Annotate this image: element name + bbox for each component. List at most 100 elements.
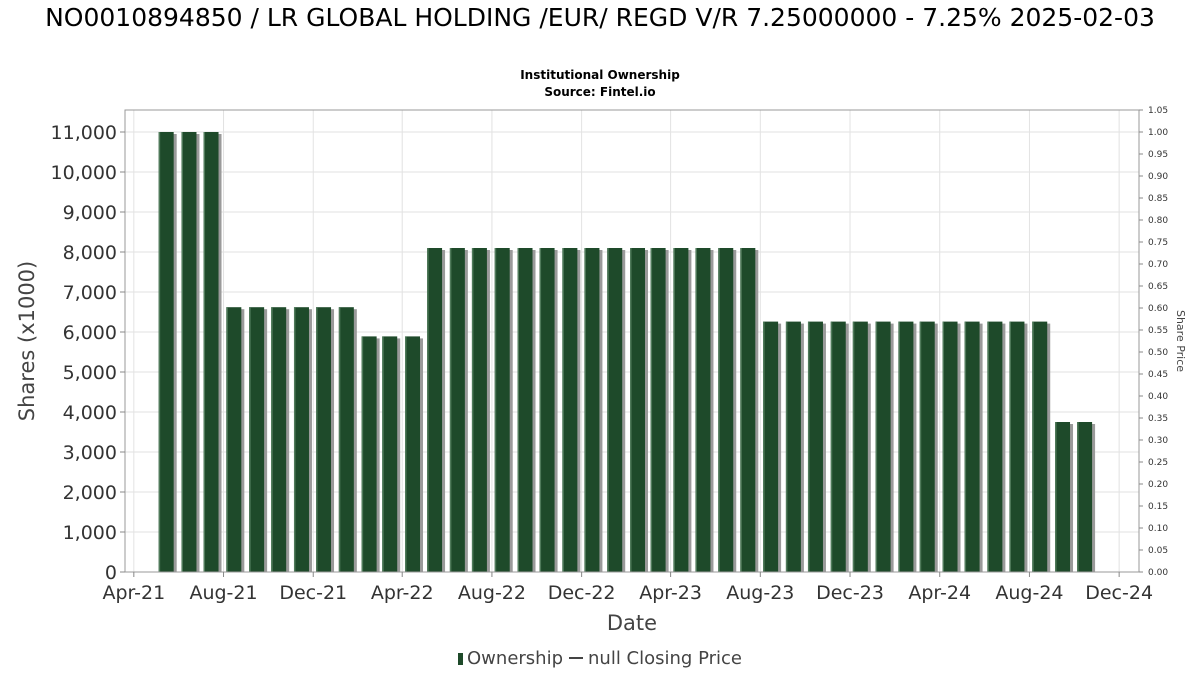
bar-highlight <box>316 307 318 572</box>
x-tick-label: Dec-21 <box>279 582 347 604</box>
y-axis: 0 1,000 2,000 3,000 4,000 5,000 6,000 7,000 8,00… <box>51 122 125 584</box>
ownership-bar <box>942 321 958 572</box>
y2-tick-label: 0.85 <box>1148 194 1168 204</box>
ownership-bar <box>203 132 219 572</box>
bar-highlight <box>293 307 296 572</box>
y2-tick-label: 0.25 <box>1148 458 1168 468</box>
ownership-bar <box>607 248 623 572</box>
y-tick-label: 10,000 <box>51 162 117 184</box>
legend-ownership-label: Ownership <box>467 648 564 669</box>
bar-highlight <box>584 248 586 572</box>
ownership-bar <box>1055 422 1071 572</box>
chart-source: Source: Fintel.io <box>544 85 656 99</box>
ownership-bar <box>695 248 711 572</box>
x-tick-label: Aug-21 <box>189 582 257 604</box>
ownership-bar <box>226 307 242 572</box>
bar-highlight <box>987 321 989 572</box>
legend-closing-price-label: null Closing Price <box>588 648 742 669</box>
ownership-bar <box>673 248 689 572</box>
bar-highlight <box>830 321 833 572</box>
y2-tick-label: 0.20 <box>1148 480 1168 490</box>
y2-tick-label: 1.00 <box>1148 128 1168 138</box>
ownership-bar <box>249 307 265 572</box>
y2-tick-label: 0.70 <box>1148 260 1168 270</box>
bar-highlight <box>673 248 675 572</box>
y2-tick-label: 0.05 <box>1148 546 1168 556</box>
plot-area-frame <box>124 109 1140 573</box>
x-tick-label: Dec-23 <box>816 582 884 604</box>
chart-subtitle: Institutional Ownership <box>520 68 680 82</box>
ownership-bar <box>785 321 801 572</box>
bar-highlight <box>539 248 542 572</box>
ownership-bar <box>919 321 935 572</box>
y2-tick-label: 0.60 <box>1148 304 1168 314</box>
y2-tick-label: 0.90 <box>1148 172 1168 182</box>
ownership-bar <box>964 321 980 572</box>
bar-highlight <box>919 321 922 572</box>
ownership-bar <box>361 336 377 572</box>
ownership-bar <box>405 336 421 572</box>
bar-highlight <box>517 248 520 572</box>
ownership-bar <box>271 307 287 572</box>
ownership-bar <box>158 132 174 572</box>
ownership-bar <box>650 248 666 572</box>
ownership-bar <box>539 248 555 572</box>
ownership-bar <box>181 132 197 572</box>
y2-tick-label: 0.50 <box>1148 348 1168 358</box>
ownership-bar <box>740 248 756 572</box>
ownership-bar <box>1009 321 1025 572</box>
ownership-bar <box>584 248 600 572</box>
bar-highlight <box>562 248 564 572</box>
bar-highlight <box>361 336 364 572</box>
y2-tick-label: 0.45 <box>1148 370 1168 380</box>
y2-tick-label: 0.75 <box>1148 238 1168 248</box>
ownership-bar <box>338 307 354 572</box>
y-tick-label: 4,000 <box>63 402 117 424</box>
y-tick-label: 0 <box>105 562 117 584</box>
ownership-bar <box>471 248 487 572</box>
y2-tick-label: 1.05 <box>1148 106 1168 116</box>
x-tick-label: Aug-24 <box>995 582 1063 604</box>
ownership-bar <box>382 336 398 572</box>
y2-axis-label: Share Price <box>1174 310 1187 372</box>
y-tick-label: 5,000 <box>63 362 117 384</box>
ownership-bar <box>630 248 646 572</box>
x-tick-label: Apr-23 <box>639 582 702 604</box>
x-tick-label: Aug-23 <box>726 582 794 604</box>
y2-tick-label: 0.80 <box>1148 216 1168 226</box>
y-tick-label: 7,000 <box>63 282 117 304</box>
bar-highlight <box>607 248 609 572</box>
x-axis: Apr-21 Aug-21 Dec-21 Apr-22 Aug-22 Dec-22 Apr-… <box>102 572 1153 604</box>
y-tick-label: 8,000 <box>63 242 117 264</box>
bar-highlight <box>740 248 742 572</box>
bar-highlight <box>1077 422 1079 572</box>
closing-price-legend-swatch <box>569 657 584 659</box>
chart-title: NO0010894850 / LR GLOBAL HOLDING /EUR/ R… <box>45 3 1155 32</box>
bar-highlight <box>695 248 697 572</box>
ownership-bar <box>293 307 309 572</box>
bar-series <box>133 132 1096 573</box>
bar-highlight <box>382 336 384 572</box>
bar-highlight <box>405 336 407 572</box>
bar-highlight <box>494 248 497 572</box>
y-tick-label: 11,000 <box>51 122 117 144</box>
y-tick-label: 6,000 <box>63 322 117 344</box>
ownership-bar <box>427 248 443 572</box>
bar-highlight <box>807 321 810 572</box>
bar-highlight <box>471 248 474 572</box>
legend: Ownership null Closing Price <box>0 648 1200 669</box>
ownership-bar <box>1032 321 1048 572</box>
x-tick-label: Dec-22 <box>548 582 616 604</box>
ownership-bar <box>494 248 510 572</box>
bar-highlight <box>875 321 878 572</box>
x-axis-label: Date <box>607 611 657 635</box>
bar-highlight <box>898 321 900 572</box>
bar-highlight <box>763 321 765 572</box>
bar-highlight <box>203 132 206 572</box>
bar-highlight <box>449 248 452 572</box>
bar-highlight <box>785 321 788 572</box>
y2-tick-label: 0.00 <box>1148 568 1168 578</box>
bar-highlight <box>852 321 855 572</box>
bar-highlight <box>226 307 228 572</box>
y-tick-label: 3,000 <box>63 442 117 464</box>
